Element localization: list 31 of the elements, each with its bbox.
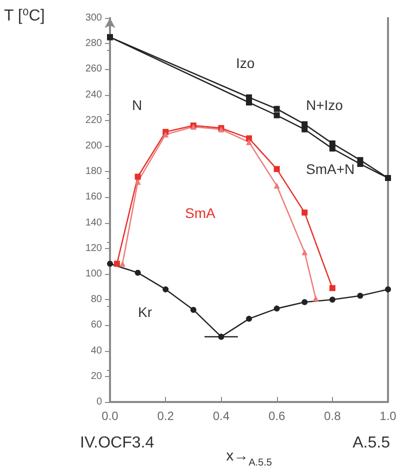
annotation: SmA <box>185 205 216 221</box>
y-tick-label: 200 <box>85 140 102 152</box>
annotation: N+Izo <box>306 97 344 113</box>
y-tick-label: 120 <box>85 242 102 254</box>
y-tick-label: 300 <box>85 12 102 24</box>
x-tick-label: 0.0 <box>102 409 119 423</box>
y-axis-title: T [⁰C] <box>4 8 45 24</box>
x-tick-label: 1.0 <box>380 409 397 423</box>
y-tick-label: 220 <box>85 114 102 126</box>
y-tick-label: 40 <box>90 345 102 356</box>
annotation: SmA+N <box>306 161 355 177</box>
text: A.5.5 <box>352 434 390 452</box>
y-tick-label: 20 <box>90 370 102 382</box>
text: IV.OCF3.4 <box>80 434 154 452</box>
annotation: N <box>132 97 142 113</box>
y-tick-label: 260 <box>85 64 102 75</box>
y-tick-label: 80 <box>90 294 102 306</box>
y-tick-label: 180 <box>85 166 102 178</box>
annotation: Izo <box>236 55 255 71</box>
y-tick-label: 0 <box>96 396 102 408</box>
y-tick-label: 160 <box>85 192 102 203</box>
x-tick-label: 0.8 <box>324 409 342 423</box>
y-tick-label: 100 <box>85 268 102 280</box>
annotation: Kr <box>138 304 152 320</box>
y-tick-label: 240 <box>85 89 102 100</box>
y-tick-label: 280 <box>85 38 102 50</box>
x-tick-label: 0.2 <box>157 409 174 423</box>
x-tick-label: 0.6 <box>268 409 286 423</box>
y-tick-label: 140 <box>85 217 102 228</box>
y-tick-label: 60 <box>90 320 102 331</box>
x-tick-label: 0.4 <box>212 409 230 423</box>
